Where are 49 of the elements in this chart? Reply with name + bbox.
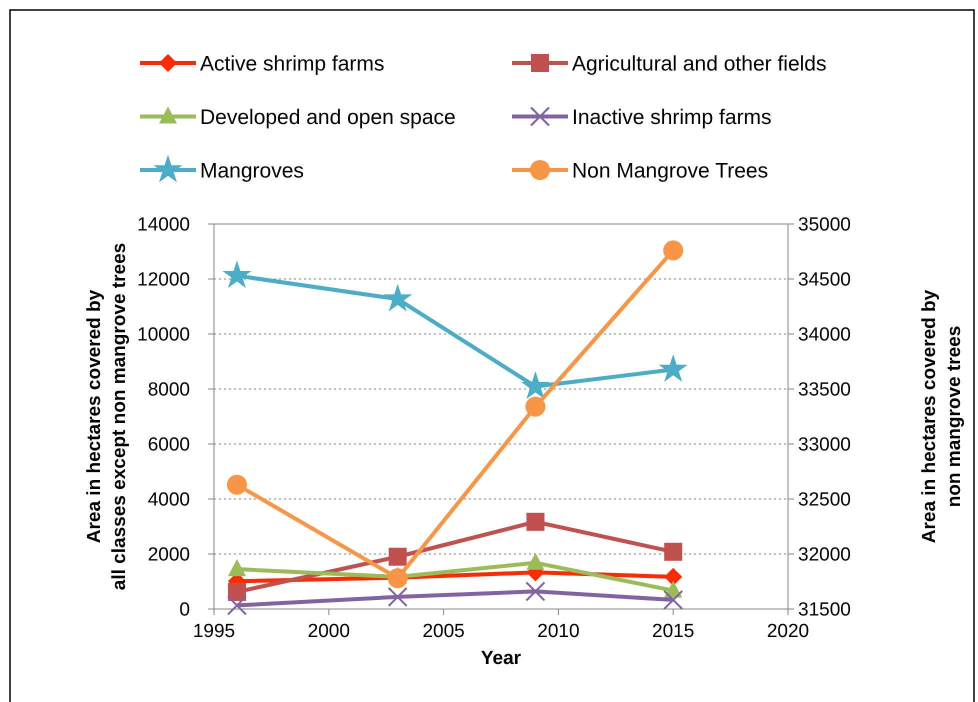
y2-tick-label: 31500	[798, 600, 851, 621]
legend-label: Non Mangrove Trees	[572, 159, 768, 182]
point	[228, 582, 246, 601]
point	[388, 586, 408, 607]
point	[664, 542, 682, 561]
y2-tick-label: 34000	[798, 324, 851, 346]
point	[222, 260, 252, 288]
y2-tick-label: 33500	[798, 380, 851, 401]
y-tick-label: 12000	[137, 270, 190, 291]
point	[226, 474, 247, 495]
point	[526, 552, 544, 570]
legend-label: Active shrimp farms	[200, 52, 384, 76]
point	[525, 581, 546, 602]
x-tick-label: 2005	[422, 621, 465, 642]
legend-label: Mangroves	[200, 159, 304, 182]
x-tick-label: 2010	[537, 621, 580, 642]
x-tick-label: 2015	[652, 621, 694, 642]
y2-tick-label: 32500	[798, 490, 851, 511]
x-tick-label: 1995	[192, 621, 236, 642]
point	[663, 240, 684, 260]
y2-axis-title: Area in hectares covered by non mangrove trees	[919, 289, 965, 544]
point	[658, 354, 688, 382]
point	[664, 568, 682, 586]
y-tick-label: 2000	[148, 544, 190, 566]
point	[520, 371, 550, 399]
point	[383, 284, 412, 312]
y2-tick-label: 33000	[798, 434, 851, 456]
point	[526, 512, 544, 531]
point	[663, 590, 684, 610]
legend-label: Inactive shrimp farms	[572, 106, 772, 129]
y-tick-label: 4000	[148, 490, 190, 511]
y-tick-label: 8000	[148, 380, 190, 401]
x-tick-label: 2020	[766, 621, 810, 642]
y-tick-label: 14000	[137, 214, 190, 236]
legend-label: Developed and open space	[200, 106, 456, 129]
x-tick-label: 2000	[308, 621, 350, 642]
x-axis-title: Year	[480, 648, 522, 669]
y-tick-label: 10000	[137, 324, 190, 346]
legend-label: Agricultural and other fields	[572, 52, 826, 76]
point	[388, 548, 407, 566]
y-axis-title: Area in hectares covered by all classes except non mangrove trees	[84, 242, 130, 590]
y-tick-label: 0	[179, 600, 190, 621]
point	[228, 559, 246, 576]
y2-tick-label: 34500	[798, 270, 851, 291]
y2-tick-label: 35000	[798, 214, 851, 236]
point	[525, 396, 546, 417]
point	[226, 595, 247, 616]
y2-tick-label: 32000	[798, 544, 851, 566]
y-tick-label: 6000	[148, 434, 190, 456]
